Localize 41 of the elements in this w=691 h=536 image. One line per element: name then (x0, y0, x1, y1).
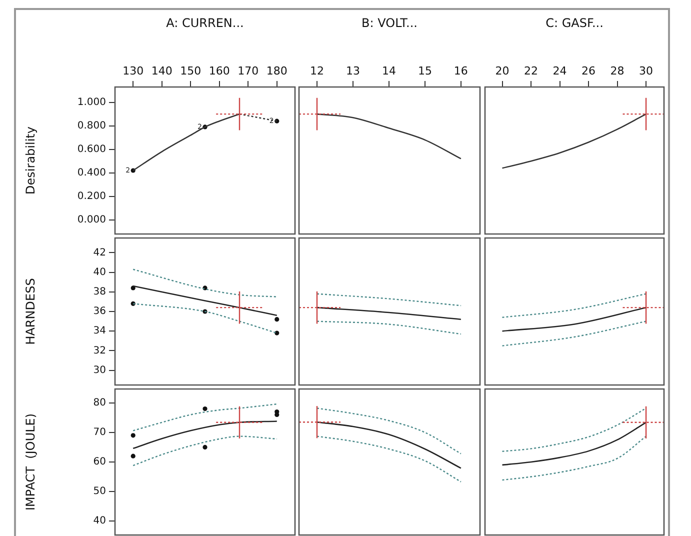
x-tick-label: 28 (610, 64, 624, 78)
y-tick-label: 40 (93, 516, 106, 527)
y-axis-title: HARNDESS (23, 278, 38, 345)
y-tick-label: 36 (93, 306, 106, 318)
y-tick-label: 42 (93, 247, 106, 258)
y-tick-label: 0.000 (77, 214, 106, 226)
x-tick-label: 16 (454, 64, 468, 78)
y-tick-label: 30 (93, 364, 106, 376)
x-tick-label: 12 (310, 64, 324, 78)
chart-title: A: CURREN... (166, 16, 244, 30)
y-axis-title: Desirability (23, 126, 38, 194)
chart-title: C: GASF... (546, 16, 604, 30)
x-tick-label: 30 (639, 64, 654, 78)
x-tick-label: 140 (151, 64, 172, 78)
y-tick-label: 38 (93, 286, 106, 298)
x-tick-label: 26 (582, 64, 596, 78)
x-tick-label: 13 (346, 64, 360, 78)
y-tick-label: 50 (93, 486, 106, 498)
chart-title: B: VOLT... (362, 16, 418, 30)
x-tick-label: 24 (552, 64, 567, 78)
x-tick-label: 15 (418, 64, 432, 78)
y-tick-label: 80 (93, 397, 106, 408)
x-tick-label: 150 (180, 64, 202, 78)
y-tick-label: 60 (93, 456, 106, 468)
y-tick-label: 32 (93, 345, 106, 356)
y-axis-title: IMPACT (JOULE) (23, 413, 38, 511)
y-tick-label: 1.000 (77, 96, 106, 108)
x-tick-label: 180 (266, 64, 288, 78)
x-tick-label: 130 (122, 64, 144, 78)
y-tick-label: 0.200 (77, 190, 106, 202)
x-tick-label: 170 (238, 64, 259, 78)
x-tick-label: 22 (524, 64, 538, 78)
x-tick-label: 160 (208, 64, 230, 78)
x-tick-label: 14 (382, 64, 396, 78)
x-tick-label: 20 (495, 64, 510, 78)
y-tick-label: 34 (93, 326, 106, 337)
y-tick-label: 0.800 (77, 120, 106, 132)
y-tick-label: 40 (93, 266, 106, 278)
y-tick-label: 70 (93, 427, 106, 438)
y-tick-label: 0.600 (77, 144, 106, 155)
y-tick-label: 0.400 (77, 167, 106, 178)
